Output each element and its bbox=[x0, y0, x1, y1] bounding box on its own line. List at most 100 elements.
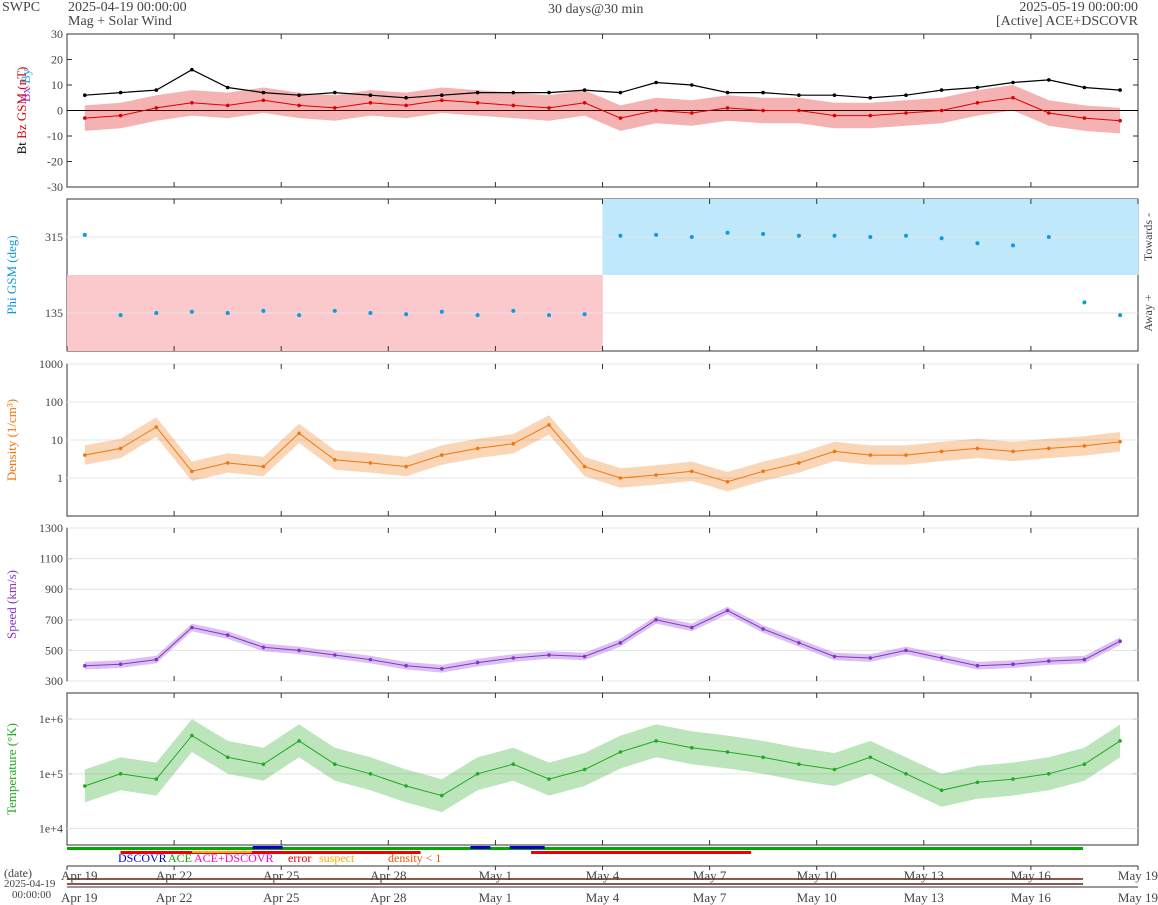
bt-point-22 bbox=[868, 96, 873, 100]
bz-point-9 bbox=[404, 103, 408, 108]
legend-ace-dscovr: ACE+DSCOVR bbox=[194, 851, 274, 865]
temperature-point-14 bbox=[582, 767, 587, 772]
temperature-point-22 bbox=[868, 755, 873, 760]
density-point-26 bbox=[1011, 449, 1015, 454]
x-axis-bar-1 bbox=[67, 878, 1083, 880]
x-label-top-9: May 16 bbox=[1011, 868, 1052, 883]
bz-point-2 bbox=[154, 106, 159, 110]
temperature-point-27 bbox=[1047, 772, 1051, 776]
bt-point-14 bbox=[582, 88, 587, 92]
speed-point-1 bbox=[118, 662, 123, 666]
source-strip-dscovr-3 bbox=[509, 846, 545, 849]
mag-ylabel: Bt Bz GSM (nT) bbox=[14, 67, 29, 155]
speed-point-21 bbox=[832, 654, 837, 659]
phi-point-21 bbox=[832, 233, 837, 238]
phi-point-8 bbox=[368, 311, 373, 315]
speed-point-17 bbox=[690, 625, 694, 630]
bz-point-16 bbox=[654, 108, 658, 113]
mag-ytick-label-0: -30 bbox=[47, 180, 63, 194]
density-point-7 bbox=[333, 458, 337, 462]
density-point-3 bbox=[190, 469, 194, 474]
phi-point-2 bbox=[154, 311, 159, 315]
x-time-stamp: 00:00:00 bbox=[12, 889, 52, 901]
x-label-top-2: Apr 25 bbox=[263, 868, 299, 883]
density-point-10 bbox=[440, 453, 444, 457]
phi-point-7 bbox=[332, 308, 337, 313]
bz-point-21 bbox=[832, 113, 837, 118]
bz-point-27 bbox=[1047, 111, 1051, 115]
mag-ytick-label-1: -20 bbox=[47, 155, 63, 169]
legend-ace: ACE bbox=[168, 851, 192, 865]
bt-point-6 bbox=[297, 93, 301, 97]
mag-ylabel-part-1: Bz GSM (nT) bbox=[14, 67, 29, 142]
x-label-top-5: May 4 bbox=[586, 868, 620, 883]
bz-point-12 bbox=[511, 103, 516, 108]
bz-point-26 bbox=[1011, 96, 1015, 100]
speed-ylabel: Speed (km/s) bbox=[4, 570, 19, 639]
mag-ytick-label-3: 0 bbox=[57, 104, 63, 118]
density-point-5 bbox=[261, 464, 266, 469]
bz-point-14 bbox=[582, 101, 587, 105]
bt-point-20 bbox=[797, 93, 801, 97]
phi-towards-label: Towards - bbox=[1141, 213, 1155, 261]
bz-point-25 bbox=[975, 101, 980, 105]
span-label: 30 days@30 min bbox=[548, 2, 644, 17]
legend-error: error bbox=[288, 851, 312, 865]
x-label-bottom-3: Apr 28 bbox=[370, 890, 406, 905]
bz-point-13 bbox=[547, 106, 551, 110]
temperature-point-4 bbox=[225, 755, 230, 760]
density-point-20 bbox=[797, 461, 801, 465]
density-point-9 bbox=[404, 464, 408, 469]
temperature-point-12 bbox=[511, 762, 516, 766]
phi-point-22 bbox=[868, 235, 873, 239]
x-label-top-7: May 10 bbox=[797, 868, 837, 883]
bz-point-11 bbox=[475, 101, 480, 105]
speed-point-7 bbox=[333, 653, 337, 657]
temperature-ytick-label-0: 1e+4 bbox=[39, 822, 63, 836]
phi-point-10 bbox=[439, 309, 444, 314]
bt-line bbox=[84, 69, 1121, 99]
temperature-point-23 bbox=[904, 772, 908, 776]
phi-point-28 bbox=[1082, 300, 1087, 305]
temperature-point-2 bbox=[154, 777, 159, 781]
density-point-24 bbox=[939, 449, 944, 454]
phi-point-27 bbox=[1046, 235, 1051, 239]
temperature-point-17 bbox=[690, 745, 694, 750]
x-date-stamp: 2025-04-19 bbox=[4, 878, 56, 890]
density-ytick-label-2: 100 bbox=[45, 395, 63, 409]
x-label-bottom-1: Apr 22 bbox=[156, 890, 192, 905]
speed-point-12 bbox=[511, 656, 516, 660]
source-label: [Active] ACE+DSCOVR bbox=[995, 14, 1138, 29]
phi-point-17 bbox=[689, 235, 694, 239]
phi-point-6 bbox=[297, 313, 302, 318]
mag-ylabel-part-0: Bt bbox=[14, 142, 29, 155]
temperature-point-5 bbox=[261, 762, 266, 766]
speed-point-11 bbox=[475, 660, 480, 665]
phi-point-24 bbox=[939, 236, 944, 241]
x-label-top-6: May 7 bbox=[693, 868, 727, 883]
mag-ylabel-components: Bx By bbox=[18, 68, 33, 102]
phi-point-15 bbox=[618, 233, 623, 238]
x-label-bottom-4: May 1 bbox=[479, 890, 513, 905]
bt-point-12 bbox=[511, 90, 516, 95]
speed-ytick-label-2: 700 bbox=[45, 613, 63, 627]
speed-point-16 bbox=[654, 618, 658, 622]
phi-point-26 bbox=[1011, 243, 1015, 248]
phi-point-3 bbox=[189, 309, 194, 314]
temperature-point-21 bbox=[832, 767, 837, 772]
bt-point-29 bbox=[1118, 88, 1122, 92]
bz-point-28 bbox=[1082, 116, 1087, 120]
phi-point-9 bbox=[404, 312, 409, 317]
bt-point-19 bbox=[761, 90, 765, 95]
phi-point-23 bbox=[904, 233, 908, 238]
speed-point-29 bbox=[1118, 639, 1122, 643]
temperature-point-28 bbox=[1082, 762, 1087, 766]
brand-label: SWPC bbox=[2, 0, 41, 15]
density-point-8 bbox=[368, 461, 373, 465]
phi-point-18 bbox=[725, 230, 730, 235]
x-label-bottom-2: Apr 25 bbox=[263, 890, 299, 905]
speed-point-8 bbox=[368, 657, 373, 662]
x-label-bottom-10: May 19 bbox=[1118, 890, 1158, 905]
x-axis-bar-2 bbox=[67, 883, 1083, 885]
bt-point-24 bbox=[939, 88, 944, 92]
